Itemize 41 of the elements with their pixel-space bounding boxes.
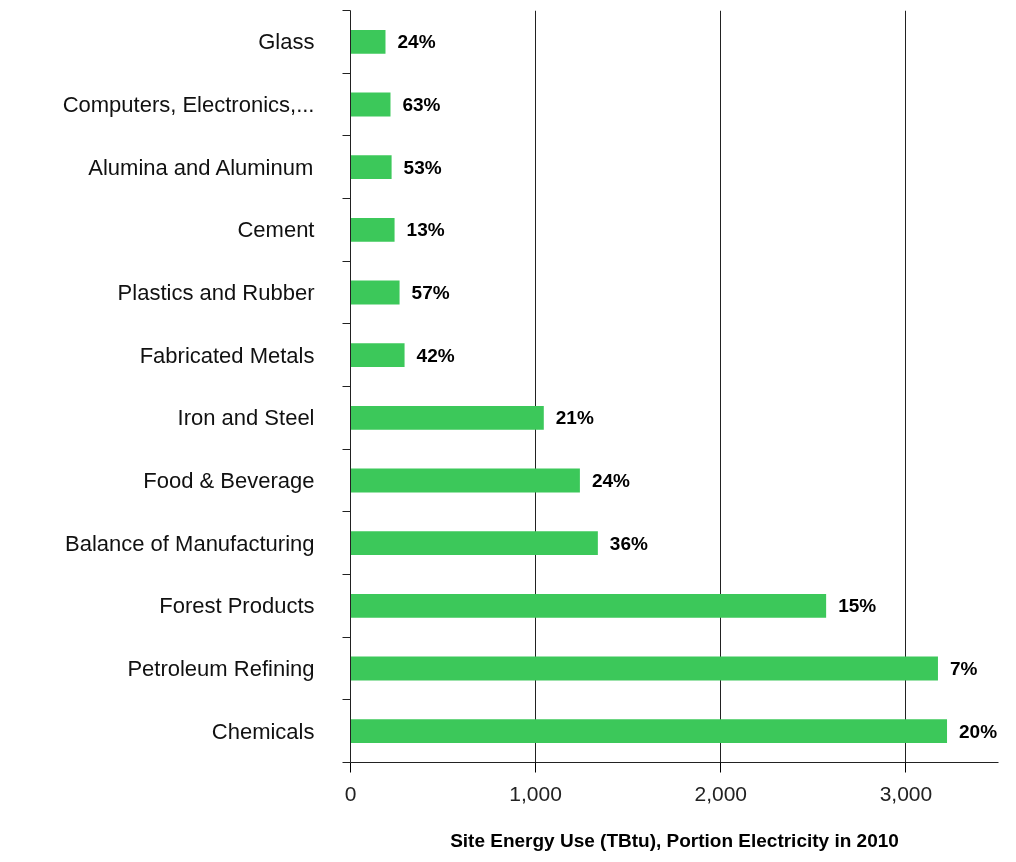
y-tick-label: Fabricated Metals [139, 342, 315, 368]
x-tick-label: 1,000 [509, 781, 562, 805]
bar [350, 468, 580, 493]
y-tick-label: Computers, Electronics,... [62, 92, 315, 117]
annotation: 63% [402, 94, 441, 115]
annotation: 24% [397, 31, 436, 53]
annotation: 21% [555, 407, 594, 429]
y-tick-label: Chemicals [211, 718, 315, 744]
bar [350, 593, 827, 618]
bar [350, 405, 544, 430]
annotation: 24% [591, 470, 631, 491]
annotation: 20% [959, 720, 998, 742]
annotation: 57% [411, 282, 450, 303]
annotation: 15% [838, 595, 877, 617]
bar [350, 656, 938, 681]
y-tick-label: Cement [237, 217, 315, 243]
annotation: 42% [416, 344, 455, 366]
annotation: 7% [949, 658, 978, 679]
bar [350, 280, 400, 305]
y-tick-label: Balance of Manufacturing [65, 530, 315, 556]
x-tick-label: 2,000 [694, 781, 748, 805]
y-tick-label: Alumina and Aluminum [88, 154, 314, 180]
bar [350, 531, 598, 556]
y-tick-label: Glass [258, 29, 315, 55]
y-tick-label: Food & Beverage [143, 468, 315, 493]
bar [350, 343, 405, 368]
y-tick-label: Forest Products [159, 593, 315, 619]
x-tick-label: 3,000 [879, 781, 933, 805]
x-axis-title: Site Energy Use (TBtu), Portion Electricity in 2010 [450, 829, 899, 851]
bar [350, 155, 392, 180]
bar [350, 92, 391, 117]
bar [350, 29, 386, 54]
annotation: 13% [406, 219, 445, 241]
y-tick-label: Plastics and Rubber [117, 280, 315, 305]
bar [350, 217, 395, 242]
y-tick-label: Petroleum Refining [127, 656, 315, 681]
x-tick-label: 0 [344, 781, 357, 805]
annotation: 36% [609, 532, 648, 554]
bar [350, 719, 948, 744]
annotation: 53% [403, 156, 442, 178]
y-tick-label: Iron and Steel [177, 405, 315, 431]
